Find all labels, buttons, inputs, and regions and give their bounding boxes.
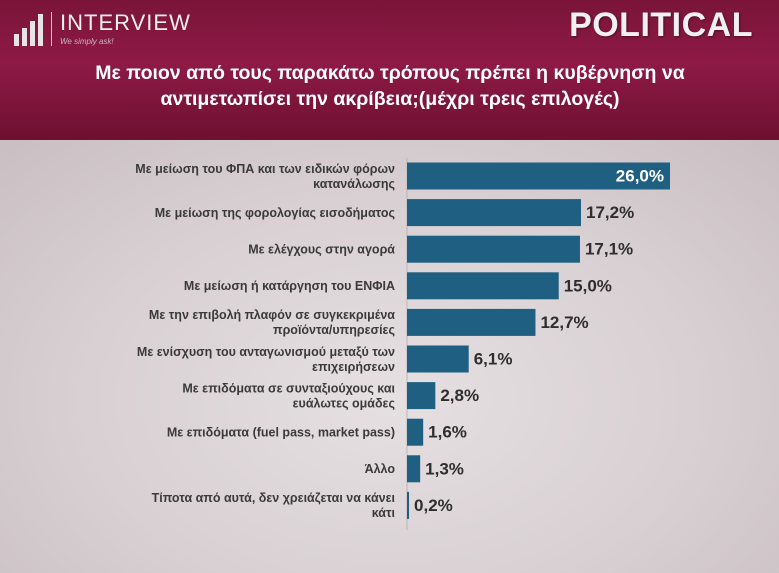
value-label-0: 26,0% xyxy=(616,166,664,185)
bar-8 xyxy=(407,455,421,483)
category-label-6-line-1: ευάλωτες ομάδες xyxy=(293,396,395,410)
category-label-7-line-0: Με επιδόματα (fuel pass, market pass) xyxy=(167,425,395,439)
category-label-3-line-0: Με μείωση ή κατάργηση του ΕΝΦΙΑ xyxy=(184,279,395,293)
value-label-6: 2,8% xyxy=(440,386,479,405)
category-label-0-line-0: Με μείωση του ΦΠΑ και των ειδικών φόρων xyxy=(135,162,395,176)
value-label-2: 17,1% xyxy=(585,240,633,259)
brand-title: POLITICAL xyxy=(569,6,753,44)
bar-0 xyxy=(407,162,670,190)
category-label-9-line-0: Τίποτα από αυτά, δεν χρειάζεται να κάνει xyxy=(152,491,396,505)
value-label-7: 1,6% xyxy=(428,423,467,442)
category-label-4-line-1: προϊόντα/υπηρεσίες xyxy=(273,323,395,337)
bar-9 xyxy=(407,491,410,519)
category-label-5-line-0: Με ενίσχυση του ανταγωνισμού μεταξύ των xyxy=(137,345,395,359)
category-label-6-line-0: Με επιδόματα σε συνταξιούχους και xyxy=(182,381,395,395)
bar-4 xyxy=(407,308,536,336)
category-label-5-line-1: επιχειρήσεων xyxy=(312,360,395,374)
header-banner: INTERVIEW We simply ask! POLITICAL Με πο… xyxy=(0,0,779,140)
bar-chart: 26,0% Με μείωση του ΦΠΑ και των ειδικών φ… xyxy=(135,158,670,530)
logo-tagline: We simply ask! xyxy=(60,37,114,46)
interview-logo: INTERVIEW We simply ask! xyxy=(14,12,191,46)
value-label-3: 15,0% xyxy=(564,276,612,295)
chart-area: 26,0% Με μείωση του ΦΠΑ και των ειδικών φ… xyxy=(0,140,779,573)
category-label-8-line-0: Άλλο xyxy=(365,462,396,476)
category-label-9-line-1: κάτι xyxy=(372,506,396,520)
bar-5 xyxy=(407,345,469,373)
value-label-5: 6,1% xyxy=(474,349,513,368)
category-label-4-line-0: Με την επιβολή πλαφόν σε συγκεκριμένα xyxy=(149,308,395,322)
category-label-2-line-0: Με ελέγχους στην αγορά xyxy=(248,242,395,256)
bar-7 xyxy=(407,418,424,446)
value-label-4: 12,7% xyxy=(540,313,588,332)
logo-bars-icon xyxy=(14,12,43,46)
category-label-1-line-0: Με μείωση της φορολογίας εισοδήματος xyxy=(155,206,395,220)
bar-1 xyxy=(407,199,581,227)
value-label-8: 1,3% xyxy=(425,459,464,478)
bar-6 xyxy=(407,382,436,410)
value-label-1: 17,2% xyxy=(586,203,634,222)
value-label-9: 0,2% xyxy=(414,496,453,515)
bar-2 xyxy=(407,235,580,263)
logo-name: INTERVIEW xyxy=(60,10,191,35)
logo-divider xyxy=(51,12,52,46)
bar-3 xyxy=(407,272,559,300)
question-title: Με ποιον από τους παρακάτω τρόπους πρέπε… xyxy=(95,62,685,110)
category-label-0-line-1: κατανάλωσης xyxy=(313,177,395,191)
